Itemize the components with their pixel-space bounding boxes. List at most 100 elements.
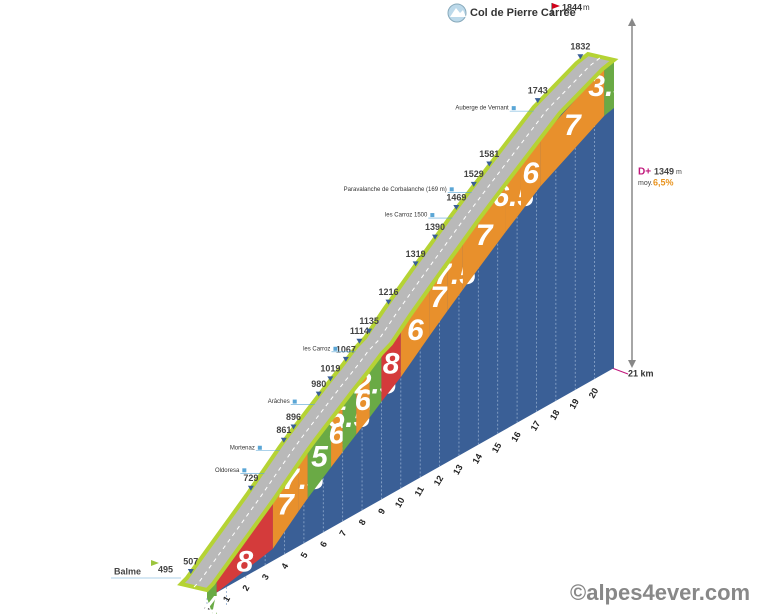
altitude-pointer <box>534 98 541 104</box>
altitude-label: 1135 <box>359 316 379 326</box>
start-name: Balme <box>114 566 141 576</box>
gradient-segment <box>429 263 448 336</box>
gradient-segment <box>356 369 370 435</box>
gradient-segment <box>307 419 332 499</box>
km-tick-label: 8 <box>357 518 368 527</box>
credit: ©alpes4ever.com <box>570 580 750 605</box>
km-tick-label: 17 <box>529 419 543 433</box>
gradient-label: 6 <box>522 157 539 190</box>
summit-flag <box>552 3 560 9</box>
altitude-label: 980 <box>311 379 326 389</box>
road-centre <box>193 56 602 588</box>
place-icon <box>333 346 338 351</box>
altitude-pointer <box>432 234 439 240</box>
gradient-label: 6 <box>407 314 424 347</box>
km-tick-label: 18 <box>548 408 562 422</box>
place-icon <box>242 468 247 473</box>
place-name: Auberge de Vernant <box>455 106 509 112</box>
km-tick-label: 12 <box>432 474 446 488</box>
place-name: Arâches <box>268 399 290 405</box>
km-tick-label: 10 <box>393 496 407 510</box>
altitude-pointer <box>470 181 477 187</box>
km-tick-label: 4 <box>279 561 290 570</box>
altitude-label: 1019 <box>320 364 340 374</box>
km-tick-label: 11 <box>413 485 426 498</box>
km-tick-label: 13 <box>451 463 465 477</box>
elevation-gain-unit: m <box>676 169 682 176</box>
gradient-label: 7 <box>564 109 582 142</box>
gradient-label: 6 <box>329 418 346 451</box>
km-tick-label: 7 <box>337 529 348 538</box>
gradient-segment <box>462 184 506 290</box>
gradient-segment <box>216 500 273 593</box>
altitude-label: 1216 <box>378 287 398 297</box>
altitude-pointer <box>577 54 584 60</box>
elevation-gain: 1349 <box>654 166 674 176</box>
km-tick-label: 2 <box>240 583 251 592</box>
km-tick-label: 16 <box>509 430 523 444</box>
altitude-label: 1469 <box>446 192 466 202</box>
altitude-label: 896 <box>286 412 301 422</box>
gradient-segment <box>381 329 401 402</box>
altitude-pointer <box>280 437 287 443</box>
altitude-label: 1319 <box>406 249 426 259</box>
altitude-label: 1390 <box>425 222 445 232</box>
altitude-pointer <box>187 569 194 575</box>
altitude-label: 1067 <box>336 344 356 354</box>
altitude-pointer <box>366 328 373 334</box>
distance-pointer <box>611 367 629 375</box>
start-flag <box>151 560 159 566</box>
gradient-label: 5 <box>311 441 329 474</box>
km-tick-label: 5 <box>299 550 310 559</box>
km-tick-label: 9 <box>376 507 387 516</box>
place-name: les Carroz <box>303 346 330 352</box>
summit-unit: m <box>583 3 590 12</box>
altitude-label: 861 <box>276 425 291 435</box>
distance: 21 km <box>628 368 654 378</box>
altitude-label: 507 <box>183 556 198 566</box>
altitude-pointer <box>290 424 297 430</box>
gradient-segment <box>272 464 299 549</box>
place-name: les Carroz 1500 <box>385 213 428 219</box>
place-name: Paravalanche de Corbalanche (169 m) <box>344 187 447 193</box>
altitude-label: 1114 <box>350 326 369 336</box>
place-icon <box>511 106 516 111</box>
place-icon <box>257 445 262 450</box>
altitude-pointer <box>327 376 334 382</box>
altitude-pointer <box>412 261 419 267</box>
km-tick-label: 14 <box>470 452 484 466</box>
altitude-label: 1581 <box>479 149 499 159</box>
gradient-segment <box>331 404 343 468</box>
altitude-pointer <box>247 485 254 491</box>
place-name: Mortenaz <box>230 445 255 451</box>
altitude-pointer <box>385 299 392 305</box>
gradient-segment <box>298 450 308 513</box>
gradient-label: 8 <box>383 347 400 380</box>
title: Col de Pierre Carrée <box>470 7 576 19</box>
elevation-gain-label: D+ <box>638 167 651 178</box>
km-tick-label: 0 <box>202 605 213 614</box>
altitude-pointer <box>356 338 363 344</box>
altitude-label: 1529 <box>464 169 484 179</box>
gradient-label: 7 <box>430 281 448 314</box>
gradient-label: 4 <box>203 590 221 614</box>
gradient-segment <box>520 138 541 212</box>
altitude-pointer <box>315 391 322 397</box>
altitude-pointer <box>342 356 349 362</box>
km-tick-label: 15 <box>490 441 504 455</box>
altitude-label: 1743 <box>528 86 548 96</box>
gradient-label: 8 <box>236 546 253 579</box>
place-name: Oldoresa <box>215 468 240 474</box>
gradient-segment <box>400 287 430 378</box>
km-tick-label: 19 <box>567 397 581 411</box>
km-tick-label: 3 <box>260 572 271 581</box>
gradient-label: 7 <box>476 219 494 252</box>
average-label: moy. <box>638 180 653 187</box>
km-tick-label: 20 <box>587 386 601 400</box>
start-altitude: 495 <box>158 564 173 574</box>
average-gradient: 6,5% <box>653 177 674 187</box>
altitude-label: 729 <box>243 473 258 483</box>
gradient-segment <box>369 353 382 418</box>
gradient-segment <box>604 60 614 116</box>
